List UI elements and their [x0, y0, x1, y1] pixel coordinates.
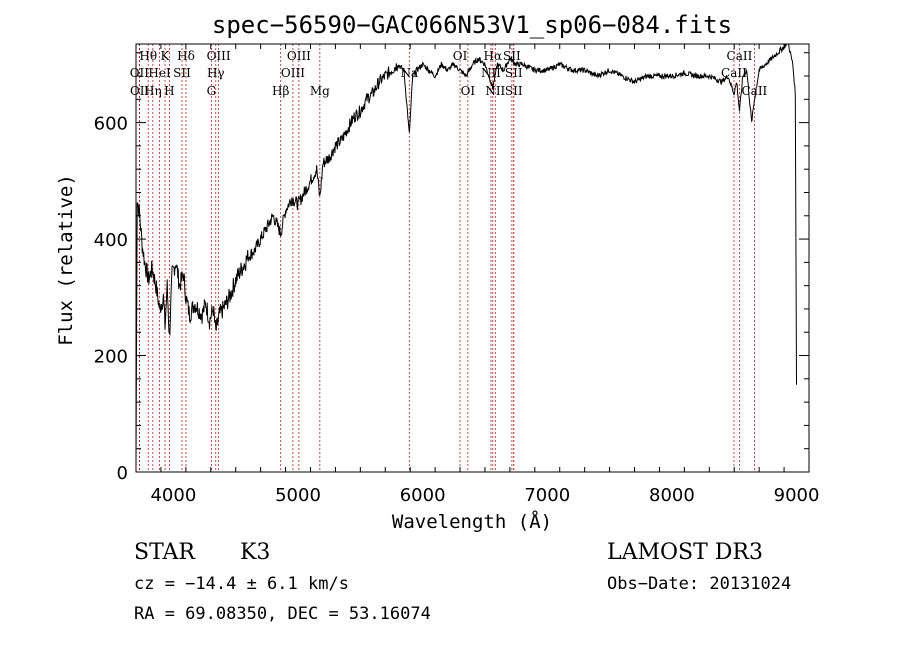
line-label: HeI — [148, 66, 171, 80]
y-tick-label: 400 — [94, 230, 128, 251]
line-label: Hβ — [272, 84, 289, 98]
x-tick-label: 7000 — [524, 485, 570, 506]
line-label: SII — [505, 66, 523, 80]
y-tick-label: 200 — [94, 347, 128, 368]
survey-name: LAMOST DR3 — [607, 540, 763, 565]
line-label: Mg — [310, 84, 330, 98]
x-tick-label: 6000 — [400, 485, 446, 506]
line-label: OI — [461, 84, 476, 98]
object-subclass: K3 — [240, 540, 271, 565]
observation-date: Obs−Date: 20131024 — [607, 574, 792, 594]
line-label: OIII — [281, 66, 305, 80]
line-label: Hα — [484, 49, 503, 63]
plot-frame — [135, 43, 810, 473]
line-label: Hη — [144, 84, 162, 98]
x-axis-label: Wavelength (Å) — [392, 510, 552, 533]
line-label: CaII — [727, 49, 753, 63]
spectral-line-markers — [138, 44, 755, 472]
line-label: OII — [130, 66, 150, 80]
line-label: OIII — [207, 49, 231, 63]
coordinates-readout: RA = 69.08350, DEC = 53.16074 — [134, 604, 431, 624]
x-tick-label: 4000 — [150, 485, 196, 506]
line-label: OI — [453, 49, 468, 63]
chart-title: spec−56590−GAC066N53V1_sp06−084.fits — [212, 11, 732, 39]
y-tick-label: 600 — [94, 114, 128, 135]
line-label: Hδ — [177, 49, 195, 63]
line-label: Hγ — [207, 66, 225, 80]
y-axis-label: Flux (relative) — [55, 174, 77, 346]
line-label: K — [161, 49, 171, 63]
line-label: SII — [505, 84, 523, 98]
line-label: H — [164, 84, 174, 98]
y-axis: 0 200 400 600 — [94, 52, 809, 484]
x-tick-label: 8000 — [649, 485, 695, 506]
object-class: STAR — [134, 540, 195, 565]
line-label: Hθ — [139, 49, 157, 63]
x-axis: 4000 5000 6000 7000 8000 9000 — [135, 44, 820, 506]
x-tick-label: 9000 — [774, 485, 820, 506]
spectrum-line — [135, 43, 797, 461]
line-label: SII — [503, 49, 521, 63]
line-label: CaII — [741, 84, 767, 98]
line-label: NII — [485, 84, 505, 98]
x-tick-label: 5000 — [275, 485, 321, 506]
redshift-readout: cz = −14.4 ± 6.1 km/s — [134, 574, 349, 594]
line-label: G — [207, 84, 217, 98]
line-label: CaII — [721, 66, 747, 80]
line-label: NII — [481, 66, 501, 80]
line-label: OII — [130, 84, 150, 98]
line-label: OIII — [287, 49, 311, 63]
y-tick-label: 0 — [117, 463, 128, 484]
line-label: SII — [173, 66, 191, 80]
